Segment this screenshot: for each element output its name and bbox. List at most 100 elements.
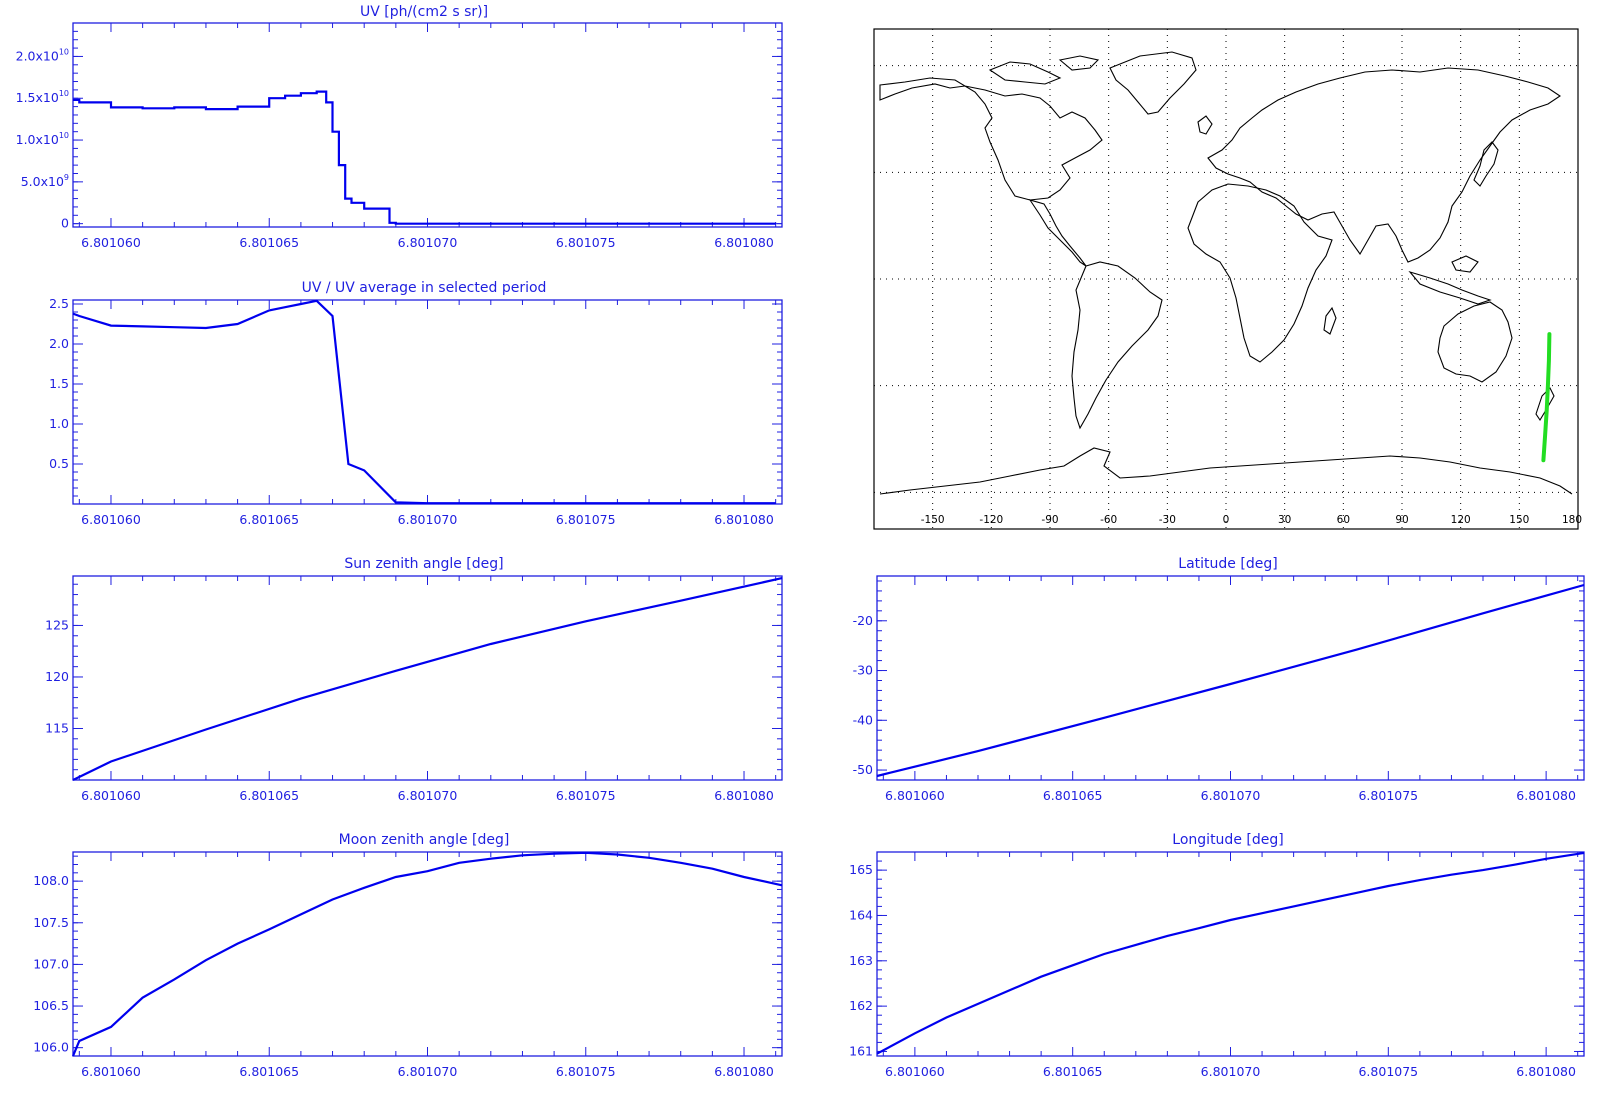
australia-coastline: [1437, 301, 1513, 383]
british-isles-coastline: [1197, 115, 1213, 135]
sun-zenith-panel-title: Sun zenith angle [deg]: [344, 556, 503, 572]
y-tick-label: 164: [849, 907, 873, 922]
longitude-tick-label: 60: [1337, 514, 1350, 526]
x-tick-label: 6.801070: [398, 788, 458, 803]
sun-zenith-panel: Sun zenith angle [deg] 6.801060 6.801065 6…: [45, 556, 783, 803]
longitude-plot: 6.801060 6.801065 6.801070 6.801075 6.801080…: [849, 851, 1585, 1079]
uv-ratio-panel: UV / UV average in selected period 6.801…: [49, 280, 783, 527]
x-tick-label: 6.801080: [1516, 1064, 1576, 1079]
madagascar-coastline: [1323, 306, 1337, 335]
uv-plot: 6.801060 6.801065 6.801070 6.801075 6.801080…: [16, 22, 783, 250]
y-tick-label: -40: [853, 712, 873, 727]
x-tick-label: 6.801065: [1043, 1064, 1103, 1079]
map-longitude-ticks: -150 -120 -90 -60 -30 0 30 60 90 120 150 180: [921, 514, 1582, 526]
south-america-coastline: [1071, 261, 1163, 430]
y-tick-label: 1.0: [49, 416, 69, 431]
latitude-panel: Latitude [deg] 6.801060 6.801065 6.801070 6…: [853, 556, 1585, 803]
longitude-tick-label: -150: [921, 514, 945, 526]
map-frame: [873, 28, 1579, 530]
uv-panel: UV [ph/(cm2 s sr)] 6.801060 6.801065 6.801…: [16, 4, 783, 250]
x-tick-label: 6.801070: [1201, 788, 1261, 803]
y-tick-label: 5.0x109: [21, 173, 69, 189]
series-line: [72, 577, 783, 781]
x-tick-label: 6.801075: [556, 512, 616, 527]
x-tick-label: 6.801065: [239, 1064, 299, 1079]
uv-ratio-plot: 6.801060 6.801065 6.801070 6.801075 6.801080…: [49, 296, 783, 527]
y-tick-label: 162: [849, 998, 873, 1013]
x-tick-label: 6.801065: [1043, 788, 1103, 803]
satellite-ground-track: [1541, 332, 1552, 463]
x-tick-label: 6.801060: [885, 1064, 945, 1079]
series-line: [72, 299, 776, 505]
y-tick-label: -20: [853, 613, 873, 628]
x-tick-label: 6.801060: [81, 235, 141, 250]
longitude-tick-label: -120: [979, 514, 1003, 526]
y-tick-label: 161: [849, 1043, 873, 1058]
x-tick-label: 6.801080: [714, 788, 774, 803]
x-tick-label: 6.801075: [556, 788, 616, 803]
y-tick-label: 1.5: [49, 376, 69, 391]
longitude-tick-label: -30: [1159, 514, 1176, 526]
latitude-panel-title: Latitude [deg]: [1178, 556, 1277, 572]
uv-panel-title: UV [ph/(cm2 s sr)]: [360, 4, 488, 20]
series-line: [71, 851, 783, 1057]
plot-frame: [72, 851, 783, 1057]
plot-frame: [72, 22, 783, 228]
y-tick-label: 120: [45, 669, 69, 684]
longitude-tick-label: 0: [1223, 514, 1230, 526]
longitude-tick-label: -60: [1100, 514, 1117, 526]
longitude-tick-label: -90: [1041, 514, 1058, 526]
central-america-coastline: [1028, 199, 1087, 267]
series-line: [876, 851, 1585, 1055]
africa-coastline: [1187, 183, 1333, 363]
uv-ratio-panel-title: UV / UV average in selected period: [302, 280, 547, 296]
greenland-coastline: [1109, 51, 1197, 115]
x-tick-label: 6.801070: [398, 1064, 458, 1079]
y-tick-label: 106.0: [33, 1040, 69, 1055]
x-tick-label: 6.801075: [1358, 788, 1418, 803]
x-tick-label: 6.801060: [885, 788, 945, 803]
x-tick-label: 6.801070: [398, 235, 458, 250]
y-tick-label: 165: [849, 862, 873, 877]
x-tick-label: 6.801075: [556, 235, 616, 250]
x-tick-label: 6.801065: [239, 788, 299, 803]
y-tick-label: 1.0x1010: [16, 131, 69, 147]
y-tick-label: 107.0: [33, 956, 69, 971]
x-tick-label: 6.801080: [714, 1064, 774, 1079]
x-tick-label: 6.801075: [556, 1064, 616, 1079]
antarctica-coastline: [879, 447, 1573, 495]
longitude-panel-title: Longitude [deg]: [1172, 832, 1283, 848]
world-map-panel: -150 -120 -90 -60 -30 0 30 60 90 120 150 180: [873, 28, 1582, 530]
japan-coastline: [1473, 141, 1499, 187]
y-tick-label: 163: [849, 953, 873, 968]
x-tick-label: 6.801070: [398, 512, 458, 527]
y-tick-label: -50: [853, 762, 873, 777]
longitude-tick-label: 120: [1451, 514, 1471, 526]
x-tick-label: 6.801075: [1358, 1064, 1418, 1079]
y-tick-label: -30: [853, 663, 873, 678]
plot-frame: [72, 575, 783, 781]
x-tick-label: 6.801080: [714, 512, 774, 527]
y-tick-label: 108.0: [33, 873, 69, 888]
series-line: [73, 90, 776, 225]
y-tick-label: 107.5: [33, 915, 69, 930]
moon-zenith-panel-title: Moon zenith angle [deg]: [339, 832, 510, 848]
plot-frame: [876, 851, 1585, 1057]
y-tick-label: 0.5: [49, 456, 69, 471]
moon-zenith-plot: 6.801060 6.801065 6.801070 6.801075 6.801080…: [33, 851, 783, 1079]
y-tick-label: 106.5: [33, 998, 69, 1013]
y-tick-label: 0: [61, 216, 69, 231]
y-tick-label: 2.5: [49, 296, 69, 311]
y-tick-label: 1.5x1010: [16, 89, 69, 105]
longitude-tick-label: 30: [1278, 514, 1291, 526]
y-tick-label: 125: [45, 617, 69, 632]
longitude-tick-label: 90: [1395, 514, 1408, 526]
indonesia-coastline: [1408, 255, 1492, 305]
y-tick-label: 115: [45, 720, 69, 735]
x-tick-label: 6.801060: [81, 788, 141, 803]
moon-zenith-panel: Moon zenith angle [deg] 6.801060 6.801065…: [33, 832, 783, 1079]
y-tick-label: 2.0: [49, 336, 69, 351]
map-coastlines: [879, 51, 1573, 495]
latitude-plot: 6.801060 6.801065 6.801070 6.801075 6.801080…: [853, 575, 1585, 803]
